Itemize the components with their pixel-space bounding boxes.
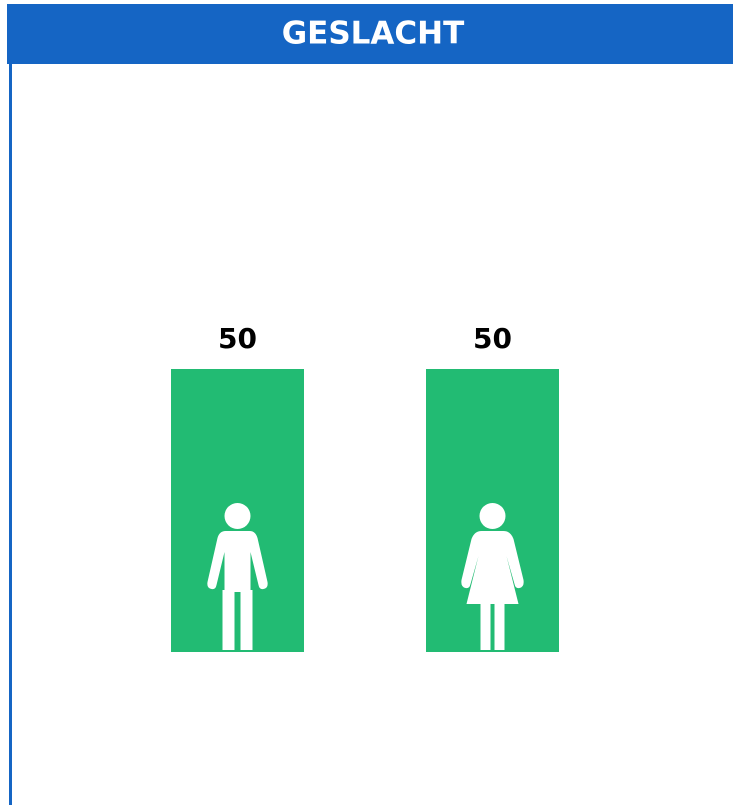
icon-body [207,531,268,592]
icon-leg [222,590,235,650]
icon-leg [240,590,253,650]
icon-body [461,531,524,604]
icon-head [479,503,506,529]
left-border [9,64,12,805]
icon-leg [480,603,491,650]
value-label: 50 [218,322,257,355]
header-bar [7,4,733,64]
person-icon [207,503,268,650]
icon-head [224,503,251,529]
chart-title: GESLACHT [282,16,465,52]
value-label: 50 [473,322,512,355]
icon-leg [494,603,505,650]
person-icon [461,503,524,650]
